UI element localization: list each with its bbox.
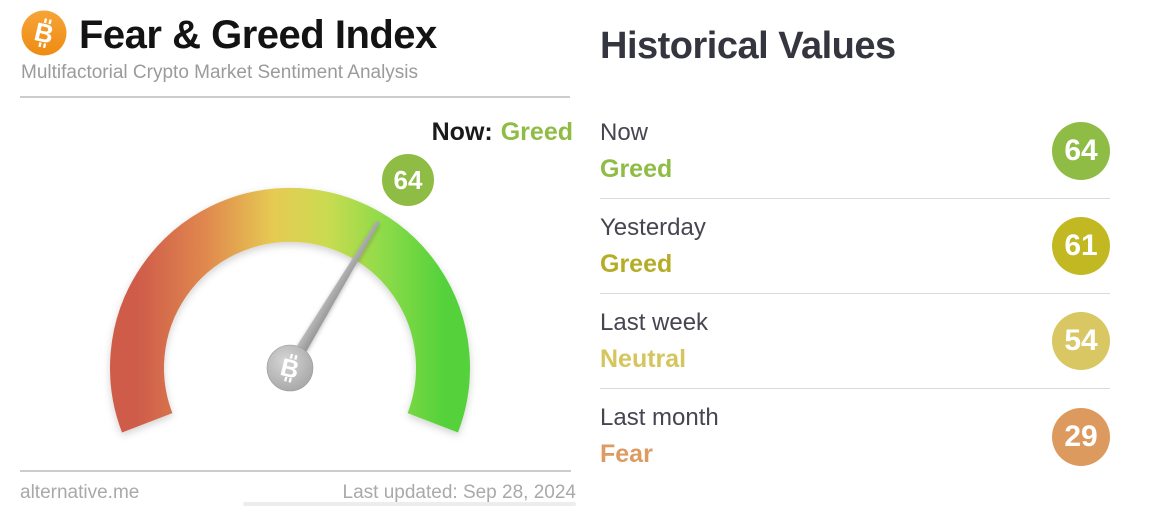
- header-divider: [20, 96, 570, 98]
- row-value-badge: 64: [1052, 122, 1110, 180]
- row-labels: Last week Neutral: [600, 309, 708, 374]
- historical-row: Last month Fear 29: [600, 389, 1110, 484]
- bitcoin-icon: B: [21, 10, 67, 56]
- row-classification: Fear: [600, 440, 653, 468]
- last-updated-text: Last updated: Sep 28, 2024: [342, 482, 576, 503]
- historical-row: Yesterday Greed 61: [600, 199, 1110, 294]
- row-value-badge: 29: [1052, 407, 1110, 466]
- page-subtitle: Multifactorial Crypto Market Sentiment A…: [21, 62, 419, 83]
- row-labels: Yesterday Greed: [600, 214, 706, 279]
- historical-values-title: Historical Values: [600, 25, 896, 67]
- now-classification: Greed: [500, 118, 573, 146]
- gauge-value-text: 64: [394, 165, 423, 195]
- fear-greed-gauge: B 64: [110, 151, 470, 433]
- gauge-needle: [282, 220, 380, 375]
- row-classification: Neutral: [600, 344, 687, 373]
- current-status-line: Now: Greed: [0, 117, 573, 147]
- now-label: Now:: [431, 118, 493, 146]
- gauge-arc: [110, 187, 470, 433]
- gauge-value-badge: 64: [379, 151, 437, 209]
- row-labels: Now Greed: [600, 119, 672, 184]
- row-value-badge: 61: [1052, 217, 1110, 275]
- historical-row: Now Greed 64: [600, 104, 1110, 199]
- row-labels: Last month Fear: [600, 404, 719, 469]
- row-period: Last month: [600, 404, 719, 431]
- gauge-hub: B: [266, 344, 314, 392]
- historical-row: Last week Neutral 54: [600, 294, 1110, 389]
- row-classification: Greed: [600, 154, 673, 183]
- page-title: Fear & Greed Index: [79, 13, 437, 57]
- row-period: Now: [600, 118, 649, 146]
- row-period: Last week: [600, 308, 709, 336]
- footer-underline-artifact: [243, 502, 576, 506]
- historical-values-list: Now Greed 64 Yesterday Greed 61 Last wee…: [600, 104, 1110, 484]
- alternative-me-link[interactable]: alternative.me: [20, 482, 140, 503]
- row-value-badge: 54: [1052, 312, 1110, 370]
- row-period: Yesterday: [600, 213, 706, 241]
- footer-divider: [20, 470, 571, 472]
- row-classification: Greed: [600, 249, 673, 278]
